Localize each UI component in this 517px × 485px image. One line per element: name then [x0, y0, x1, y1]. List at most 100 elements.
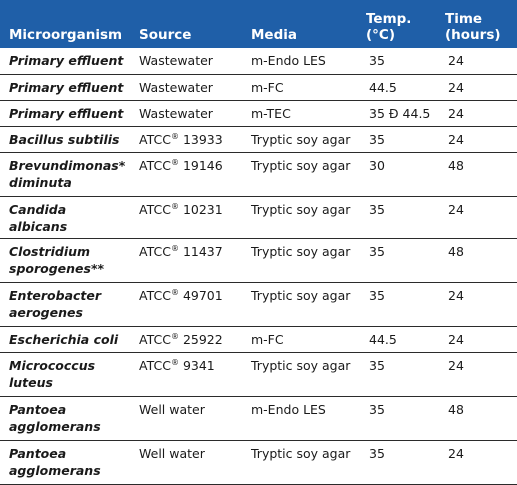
- cell-time: 24: [439, 100, 517, 127]
- source-name: Well water: [139, 445, 205, 461]
- cell-media: m-Endo LES: [242, 48, 360, 75]
- source-name: ATCC: [139, 331, 171, 347]
- source-name: ATCC: [139, 131, 171, 147]
- source-name: ATCC: [139, 357, 171, 373]
- source-name: Wastewater: [139, 105, 213, 121]
- atcc-number: 11437: [182, 243, 223, 259]
- cell-source: Well water: [130, 396, 242, 441]
- cell-time: 24: [439, 440, 517, 485]
- cell-media: Tryptic soy agar: [242, 282, 360, 327]
- cell-microorganism: Clostridium sporogenes**: [0, 238, 130, 283]
- cell-microorganism: Primary effluent: [0, 74, 130, 101]
- registered-mark: ®: [170, 331, 179, 341]
- cell-microorganism: Micrococcus luteus: [0, 352, 130, 397]
- table-row: Primary effluent Wastewater m-FC 44.5 24: [0, 74, 517, 101]
- cell-temp: 35: [360, 196, 439, 239]
- table-row: Primary effluent Wastewater m-TEC 35 Ð 44.5…: [0, 100, 517, 127]
- cell-time: 24: [439, 74, 517, 101]
- cell-media: m-TEC: [242, 100, 360, 127]
- cell-time: 24: [439, 48, 517, 75]
- cell-temp: 35 Ð 44.5: [360, 100, 439, 127]
- cell-source: ATCC® 10231: [130, 196, 242, 239]
- table-row: Bacillus subtilis ATCC® 13933 Tryptic soy …: [0, 126, 517, 153]
- table-row: Primary effluent Wastewater m-Endo LES 35 24: [0, 48, 517, 75]
- cell-media: m-FC: [242, 74, 360, 101]
- source-name: Wastewater: [139, 79, 213, 95]
- cell-microorganism: Primary effluent: [0, 48, 130, 75]
- cell-microorganism: Enterobacter aerogenes: [0, 282, 130, 327]
- registered-mark: ®: [170, 357, 179, 367]
- cell-source: Wastewater: [130, 100, 242, 127]
- atcc-number: 13933: [182, 131, 223, 147]
- cell-temp: 35: [360, 282, 439, 327]
- atcc-number: 49701: [182, 287, 223, 303]
- cell-source: ATCC® 19146: [130, 152, 242, 197]
- cell-source: ATCC® 9341: [130, 352, 242, 397]
- cell-time: 24: [439, 126, 517, 153]
- table-row: Escherichia coli ATCC® 25922 m-FC 44.5 24: [0, 326, 517, 353]
- table-body: Primary effluent Wastewater m-Endo LES 35 24…: [0, 48, 517, 485]
- table-row: Pantoea agglomerans Well water Tryptic soy…: [0, 440, 517, 485]
- cell-media: Tryptic soy agar: [242, 352, 360, 397]
- cell-media: Tryptic soy agar: [242, 126, 360, 153]
- cell-time: 24: [439, 352, 517, 397]
- cell-time: 24: [439, 326, 517, 353]
- cell-media: m-FC: [242, 326, 360, 353]
- header-time: Time (hours): [445, 11, 501, 43]
- cell-source: ATCC® 49701: [130, 282, 242, 327]
- atcc-number: 25922: [182, 331, 223, 347]
- cell-temp: 35: [360, 440, 439, 485]
- cell-time: 24: [439, 282, 517, 327]
- cell-temp: 44.5: [360, 74, 439, 101]
- cell-media: Tryptic soy agar: [242, 238, 360, 283]
- cell-time: 48: [439, 396, 517, 441]
- cell-media: Tryptic soy agar: [242, 152, 360, 197]
- source-name: Wastewater: [139, 53, 213, 68]
- cell-microorganism: Pantoea agglomerans: [0, 396, 130, 441]
- cell-media: Tryptic soy agar: [242, 440, 360, 485]
- cell-temp: 35: [360, 126, 439, 153]
- table-header-row: Microorganism Source Media Temp. (°C) Tim…: [0, 0, 517, 48]
- cell-source: ATCC® 25922: [130, 326, 242, 353]
- source-name: ATCC: [139, 287, 171, 303]
- cell-media: m-Endo LES: [242, 396, 360, 441]
- header-temp: Temp. (°C): [366, 11, 412, 43]
- header-media: Media: [251, 27, 297, 43]
- cell-source: Wastewater: [130, 74, 242, 101]
- source-name: ATCC: [139, 157, 171, 173]
- cell-microorganism: Primary effluent: [0, 100, 130, 127]
- cell-time: 48: [439, 152, 517, 197]
- cell-microorganism: Pantoea agglomerans: [0, 440, 130, 485]
- table-row: Clostridium sporogenes** ATCC® 11437 Trypt…: [0, 238, 517, 283]
- registered-mark: ®: [170, 201, 179, 211]
- cell-source: Wastewater: [130, 48, 242, 75]
- atcc-number: 10231: [182, 201, 223, 217]
- cell-media: Tryptic soy agar: [242, 196, 360, 239]
- cell-temp: 30: [360, 152, 439, 197]
- table-row: Enterobacter aerogenes ATCC® 49701 Tryptic…: [0, 282, 517, 327]
- cell-time: 24: [439, 196, 517, 239]
- registered-mark: ®: [170, 243, 179, 253]
- cell-microorganism: Escherichia coli: [0, 326, 130, 353]
- source-name: ATCC: [139, 201, 171, 217]
- registered-mark: ®: [170, 287, 179, 297]
- atcc-number: 19146: [182, 157, 223, 173]
- cell-microorganism: Brevundimonas* diminuta: [0, 152, 130, 197]
- source-name: Well water: [139, 401, 205, 417]
- cell-source: ATCC® 11437: [130, 238, 242, 283]
- registered-mark: ®: [170, 131, 179, 141]
- table-row: Pantoea agglomerans Well water m-Endo LES 3…: [0, 396, 517, 441]
- cell-microorganism: Bacillus subtilis: [0, 126, 130, 153]
- cell-temp: 44.5: [360, 326, 439, 353]
- cell-time: 48: [439, 238, 517, 283]
- atcc-number: 9341: [182, 357, 215, 373]
- registered-mark: ®: [170, 157, 179, 167]
- header-source: Source: [139, 27, 192, 43]
- cell-source: Well water: [130, 440, 242, 485]
- table-row: Brevundimonas* diminuta ATCC® 19146 Trypti…: [0, 152, 517, 197]
- table-row: Micrococcus luteus ATCC® 9341 Tryptic soy …: [0, 352, 517, 397]
- source-name: ATCC: [139, 243, 171, 259]
- header-microorganism: Microorganism: [9, 27, 123, 43]
